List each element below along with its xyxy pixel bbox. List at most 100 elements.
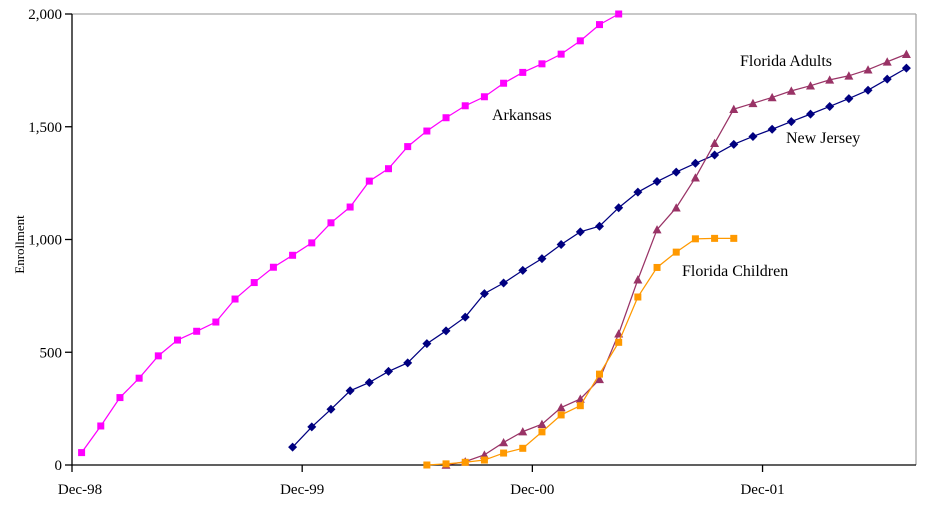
series-marker-florida-adults [901, 49, 911, 58]
series-marker-florida-children [711, 234, 719, 242]
series-marker-new-jersey [441, 326, 451, 336]
series-marker-new-jersey [499, 278, 509, 288]
series-marker-florida-adults [767, 92, 777, 102]
x-axis-tick-label: Dec-99 [280, 482, 324, 498]
series-marker-new-jersey [384, 366, 393, 376]
series-marker-new-jersey [518, 265, 528, 275]
series-label-arkansas: Arkansas [492, 107, 552, 124]
series-marker-arkansas [480, 93, 488, 101]
series-marker-florida-children [461, 458, 469, 466]
series-marker-arkansas [576, 37, 584, 45]
y-axis-tick-label: 500 [40, 345, 63, 361]
x-axis-tick-label: Dec-01 [740, 482, 784, 498]
series-marker-florida-children [615, 338, 623, 346]
series-marker-new-jersey [537, 254, 547, 264]
y-axis-title: Enrollment [12, 215, 27, 274]
y-axis-tick-label: 0 [55, 458, 63, 474]
series-marker-arkansas [538, 60, 546, 68]
series-marker-florida-children [519, 444, 527, 452]
series-marker-new-jersey [863, 85, 873, 95]
series-marker-arkansas [365, 177, 373, 185]
series-marker-arkansas [269, 263, 277, 271]
series-marker-new-jersey [748, 131, 758, 141]
series-marker-arkansas [519, 68, 527, 76]
series-marker-new-jersey [364, 377, 374, 387]
series-marker-florida-adults [499, 437, 509, 447]
series-marker-arkansas [308, 239, 316, 247]
series-marker-florida-children [672, 248, 680, 256]
series-marker-arkansas [174, 336, 181, 344]
series-marker-florida-adults [844, 71, 854, 80]
series-marker-new-jersey [882, 74, 892, 84]
series-marker-arkansas [615, 10, 623, 18]
series-marker-arkansas [212, 318, 220, 326]
series-marker-arkansas [116, 394, 124, 402]
series-marker-florida-adults [710, 138, 720, 148]
series-marker-new-jersey [288, 442, 298, 452]
series-marker-florida-children [596, 370, 603, 378]
series-marker-arkansas [97, 422, 105, 430]
series-line-new-jersey [292, 67, 907, 448]
series-marker-florida-adults [690, 173, 700, 182]
series-marker-arkansas [231, 295, 239, 303]
series-marker-new-jersey [786, 117, 796, 127]
series-marker-florida-adults [518, 427, 528, 436]
series-marker-florida-children [653, 263, 661, 271]
series-marker-new-jersey [690, 158, 700, 168]
series-marker-arkansas [327, 219, 335, 227]
series-marker-florida-adults [729, 104, 739, 113]
series-marker-arkansas [250, 279, 258, 287]
series-marker-new-jersey [825, 101, 835, 111]
series-marker-florida-children [634, 293, 642, 301]
series-marker-new-jersey [901, 63, 911, 73]
series-marker-new-jersey [479, 289, 489, 299]
series-marker-florida-adults [671, 203, 681, 212]
series-marker-florida-adults [633, 275, 643, 284]
series-marker-new-jersey [595, 221, 604, 231]
series-marker-arkansas [461, 102, 469, 110]
series-marker-florida-adults [575, 394, 585, 403]
series-marker-new-jersey [345, 386, 355, 396]
series-marker-florida-adults [595, 374, 604, 384]
series-marker-florida-adults [748, 98, 758, 108]
series-marker-florida-adults [556, 402, 566, 412]
series-label-florida-children: Florida Children [682, 263, 788, 280]
series-marker-arkansas [135, 374, 143, 382]
series-marker-arkansas [289, 251, 297, 259]
series-marker-florida-adults [863, 65, 873, 74]
series-marker-florida-adults [806, 81, 815, 90]
series-marker-new-jersey [729, 139, 739, 149]
series-marker-florida-children [691, 235, 699, 243]
series-marker-new-jersey [575, 227, 585, 237]
series-marker-new-jersey [422, 339, 432, 349]
series-marker-arkansas [346, 203, 354, 211]
series-label-new-jersey: New Jersey [786, 130, 860, 147]
series-marker-florida-adults [882, 57, 892, 66]
series-marker-arkansas [500, 79, 508, 87]
series-marker-arkansas [385, 165, 392, 173]
series-marker-arkansas [442, 114, 450, 122]
series-marker-new-jersey [403, 358, 413, 368]
series-marker-florida-children [442, 460, 450, 468]
series-marker-florida-adults [652, 225, 662, 234]
series-marker-florida-children [480, 456, 488, 464]
series-marker-arkansas [154, 352, 162, 360]
series-marker-new-jersey [556, 239, 566, 249]
series-marker-new-jersey [710, 150, 720, 160]
series-marker-new-jersey [633, 187, 643, 197]
series-marker-arkansas [596, 21, 603, 29]
series-label-florida-adults: Florida Adults [740, 53, 832, 70]
series-marker-florida-children [538, 428, 546, 436]
series-marker-florida-adults [786, 86, 796, 95]
x-axis-tick-label: Dec-98 [58, 482, 102, 498]
series-marker-florida-adults [537, 419, 547, 428]
series-marker-new-jersey [460, 312, 470, 322]
series-marker-arkansas [423, 127, 431, 135]
series-marker-new-jersey [326, 404, 336, 414]
series-marker-florida-children [423, 461, 431, 469]
series-marker-new-jersey [767, 124, 777, 134]
y-axis-tick-label: 1,000 [28, 233, 62, 249]
series-marker-florida-children [576, 402, 584, 410]
